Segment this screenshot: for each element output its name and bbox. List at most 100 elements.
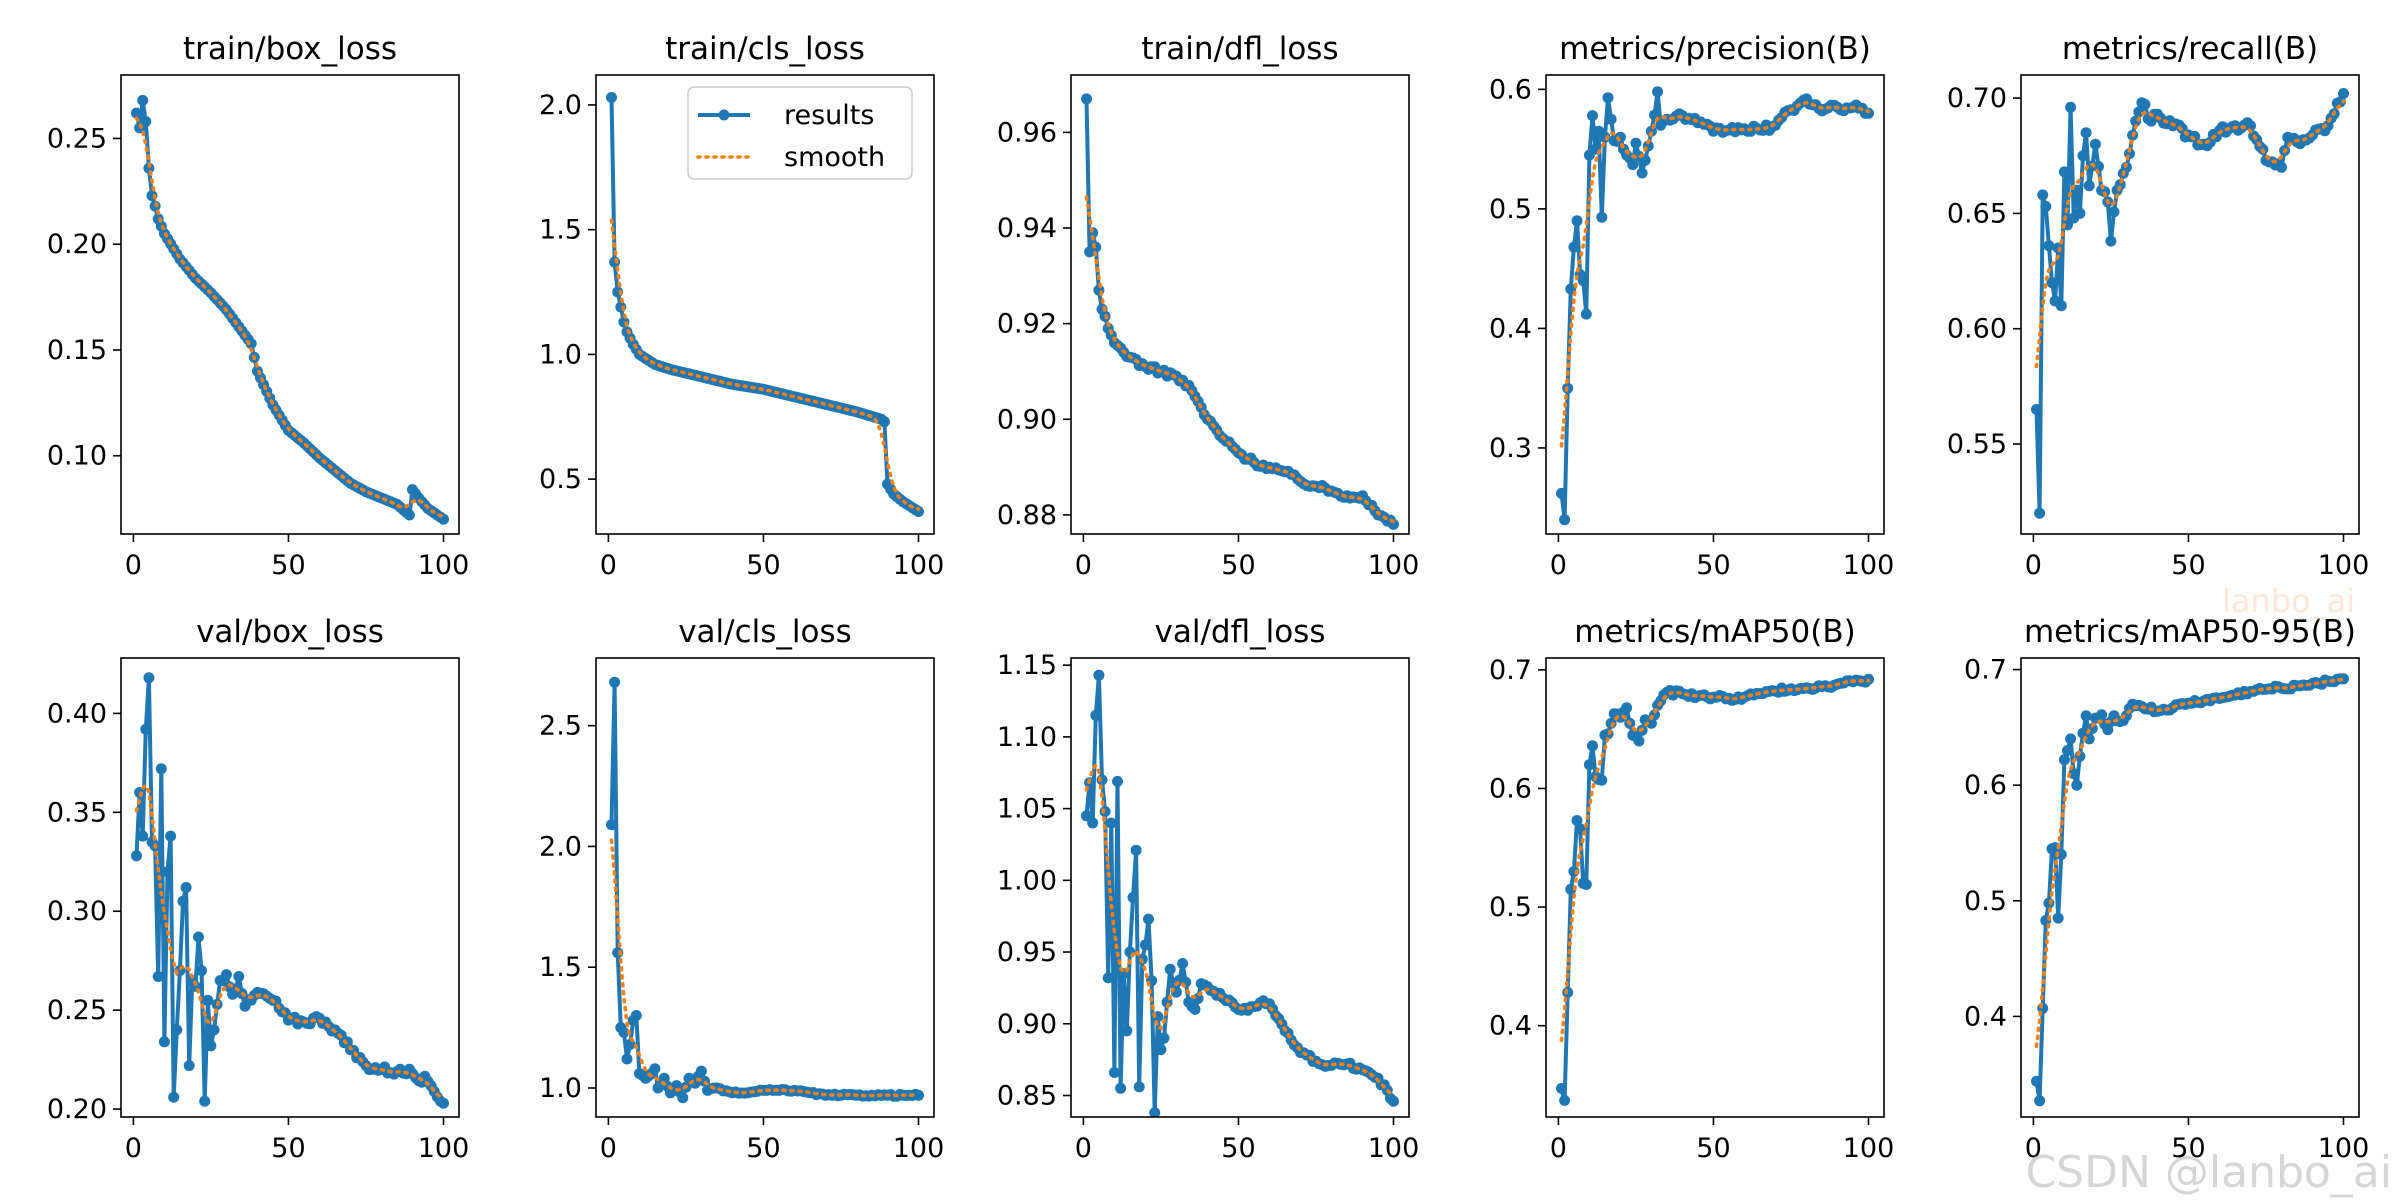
results-point: [155, 763, 167, 775]
results-point: [1133, 1081, 1145, 1093]
y-tick-label: 0.70: [1947, 83, 2007, 114]
results-point: [2334, 96, 2346, 108]
results-point: [1571, 215, 1583, 227]
results-point: [1121, 1025, 1133, 1037]
y-tick-label: 0.90: [997, 404, 1057, 435]
results-point: [1115, 1082, 1127, 1094]
x-tick-label: 100: [893, 1133, 945, 1164]
results-point: [1652, 86, 1664, 98]
x-tick-label: 50: [746, 1133, 780, 1164]
results-point: [2034, 1095, 2046, 1107]
subplot-3: metrics/precision(B) 0 50 100 0.3 0.4 0.5 0.6: [1489, 31, 1894, 581]
subplot-9: metrics/mAP50-95(B) 0 50 100 0.4 0.5 0.6 0.7: [1964, 614, 2369, 1164]
y-tick-label: 0.85: [997, 1080, 1057, 1111]
results-point: [438, 1097, 449, 1109]
results-point: [1627, 159, 1639, 171]
x-tick-label: 50: [746, 550, 780, 581]
legend: results smooth: [687, 86, 913, 180]
results-point: [180, 882, 192, 893]
results-point: [137, 94, 149, 106]
results-point: [1636, 167, 1648, 179]
results-line: [1559, 89, 1869, 522]
subplot-6: val/cls_loss 0 50 100 1.0 1.5 2.0 2.5: [539, 614, 944, 1164]
results-point: [1127, 892, 1139, 903]
results-point: [2043, 240, 2055, 252]
x-tick-label: 100: [1368, 550, 1420, 581]
results-point: [2052, 912, 2064, 924]
results-point: [1587, 110, 1598, 122]
x-tick-label: 50: [2171, 550, 2205, 581]
plot-frame: [1545, 74, 1885, 535]
results-point: [2276, 161, 2287, 173]
results-point: [2080, 710, 2092, 722]
results-point: [1112, 775, 1123, 787]
results-point: [1102, 972, 1114, 984]
results-point: [1621, 702, 1633, 714]
plot-frame: [120, 74, 460, 535]
results-point: [1559, 1094, 1571, 1106]
x-tick-label: 100: [418, 550, 470, 581]
x-tick-label: 0: [1550, 550, 1567, 581]
y-tick-label: 2.0: [539, 90, 582, 121]
y-tick-label: 0.5: [1964, 886, 2007, 917]
y-tick-label: 0.5: [1489, 892, 1532, 923]
results-point: [2096, 709, 2108, 721]
x-tick-label: 0: [2025, 1133, 2042, 1164]
y-tick-label: 1.05: [997, 794, 1057, 825]
plot-frame: [1070, 74, 1410, 535]
y-tick-label: 0.10: [47, 441, 107, 472]
y-tick-label: 0.3: [1489, 433, 1532, 464]
y-tick-label: 0.88: [997, 500, 1057, 531]
y-tick-label: 0.40: [47, 698, 107, 729]
y-tick-label: 2.0: [539, 831, 582, 862]
y-tick-label: 1.5: [539, 952, 582, 983]
results-point: [2055, 849, 2067, 860]
results-point: [233, 971, 245, 982]
y-tick-label: 0.7: [1964, 655, 2007, 686]
plot-area: [1556, 86, 1874, 526]
results-line: [2034, 676, 2344, 1103]
plot-area: [1556, 673, 1874, 1106]
results-point: [165, 830, 177, 842]
results-point: [1158, 1032, 1170, 1044]
y-tick-label: 1.5: [539, 215, 582, 246]
subplot-title: metrics/mAP50-95(B): [2024, 614, 2356, 650]
smooth-line: [1084, 762, 1396, 1098]
y-tick-label: 2.5: [539, 711, 582, 742]
results-point: [183, 1060, 195, 1072]
x-tick-label: 0: [1075, 550, 1092, 581]
smooth-line: [1559, 100, 1871, 448]
y-tick-label: 0.20: [47, 1094, 107, 1125]
y-tick-label: 0.7: [1489, 655, 1532, 686]
results-line: [134, 98, 445, 521]
results-point: [1571, 815, 1583, 826]
results-point: [2089, 138, 2101, 150]
results-point: [1093, 669, 1105, 681]
x-tick-label: 100: [1843, 1133, 1895, 1164]
results-point: [2068, 768, 2080, 780]
results-point: [2037, 189, 2049, 201]
y-tick-label: 0.25: [47, 123, 107, 154]
smooth-line: [2034, 99, 2346, 369]
y-tick-label: 0.96: [997, 117, 1057, 148]
smooth-line: [609, 838, 921, 1098]
y-tick-label: 0.25: [47, 995, 107, 1026]
plot-frame: [595, 657, 935, 1118]
subplot-title: val/dfl_loss: [1155, 614, 1326, 650]
x-tick-label: 0: [125, 1133, 142, 1164]
results-point: [913, 506, 924, 517]
subplot-title: val/cls_loss: [678, 614, 852, 650]
results-point: [199, 1095, 211, 1107]
results-point: [1568, 241, 1580, 253]
results-point: [143, 672, 155, 684]
results-point: [196, 965, 208, 977]
x-tick-label: 0: [600, 1133, 617, 1164]
results-point: [177, 895, 189, 907]
results-point: [193, 931, 204, 943]
plot-area: [606, 676, 924, 1104]
y-tick-label: 1.00: [997, 865, 1057, 896]
x-tick-label: 100: [1843, 550, 1895, 581]
results-point: [1574, 823, 1586, 835]
y-tick-label: 0.35: [47, 797, 107, 828]
results-point: [1596, 211, 1608, 223]
